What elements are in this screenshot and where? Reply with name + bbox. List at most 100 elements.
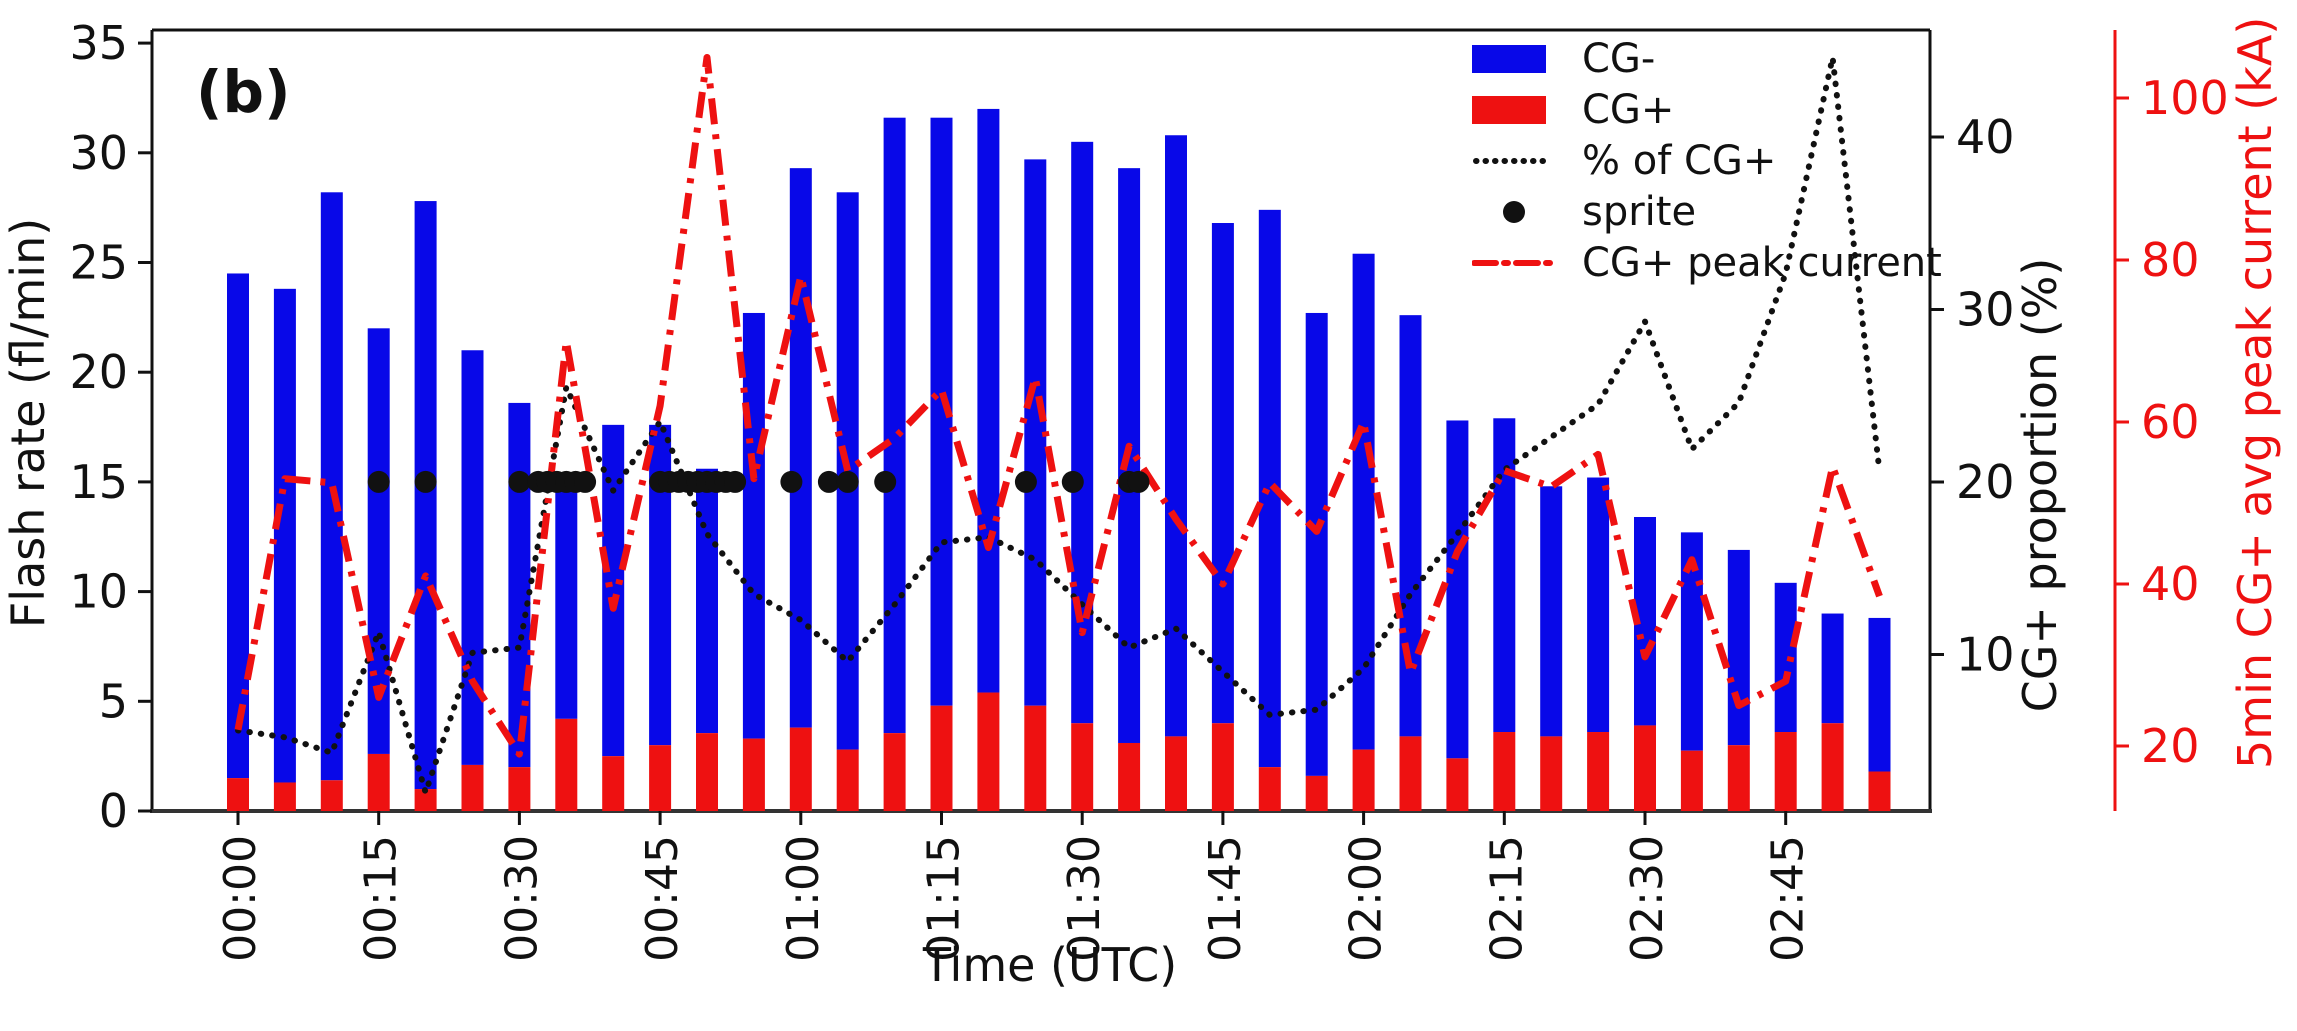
cg-plus-peak-current-line: [234, 54, 1883, 758]
x-tick-label: 01:45: [1200, 835, 1251, 962]
sprite-dot: [1061, 470, 1084, 493]
legend: CG- CG+ % of CG+ sprite CG+ peak current: [1472, 36, 1942, 286]
bar-cg-plus: [555, 718, 578, 811]
cg-plus-swatch-icon: [1472, 91, 1556, 129]
sprite-dot: [1127, 470, 1150, 493]
bar-cg-minus: [1165, 135, 1187, 737]
bar-cg-plus: [977, 692, 1000, 811]
left-tick-label: 0: [99, 784, 128, 838]
bar-cg-minus: [977, 108, 1000, 693]
bar-cg-plus: [602, 756, 625, 811]
bar-cg-plus: [1587, 732, 1610, 811]
left-tick-label: 15: [69, 455, 128, 509]
legend-label: CG+ peak current: [1582, 240, 1942, 286]
sprite-dot: [367, 470, 390, 493]
legend-item-cg-plus: CG+: [1472, 87, 1942, 133]
red-tick-label: 40: [2141, 557, 2200, 611]
bar-cg-plus: [696, 733, 718, 811]
bar-cg-minus: [1774, 582, 1797, 733]
bar-cg-minus: [273, 288, 296, 783]
left-tick-label: 30: [69, 126, 128, 180]
bar-cg-plus: [1071, 723, 1094, 811]
bar-cg-minus: [1821, 613, 1844, 724]
panel-label: (b): [196, 58, 291, 126]
cg-minus-swatch-icon: [1472, 40, 1556, 78]
bar-cg-plus: [883, 733, 906, 811]
bar-cg-minus: [461, 350, 484, 765]
bar-cg-plus: [1868, 771, 1891, 811]
bar-cg-plus: [508, 767, 531, 811]
bar-cg-minus: [1446, 420, 1469, 759]
red-tick-label: 60: [2141, 395, 2200, 449]
y-axis-label-left: Flash rate (fl/min): [1, 217, 55, 629]
bar-cg-minus: [1634, 517, 1656, 726]
legend-item-cg-minus: CG-: [1472, 36, 1942, 82]
bar-cg-plus: [1493, 732, 1516, 811]
bar-cg-minus: [320, 192, 343, 781]
legend-label: CG+: [1582, 87, 1675, 133]
bar-cg-plus: [227, 778, 249, 811]
bar-cg-plus: [836, 749, 859, 811]
legend-item-pct-cg-plus: % of CG+: [1472, 138, 1942, 184]
bar-cg-minus: [1399, 315, 1422, 737]
bar-cg-plus: [320, 780, 343, 811]
bar-cg-minus: [883, 117, 906, 734]
bar-cg-plus: [649, 745, 672, 811]
bar-cg-plus: [1024, 705, 1047, 811]
x-tick-label: 00:00: [215, 835, 266, 962]
legend-item-sprite: sprite: [1472, 189, 1942, 235]
bar-cg-minus: [602, 424, 625, 757]
bar-cg-minus: [1024, 159, 1047, 706]
bar-cg-plus: [930, 705, 953, 811]
bar-cg-minus: [1727, 549, 1750, 746]
bar-cg-minus: [789, 168, 812, 728]
right-black-tick-label: 20: [1956, 455, 2015, 509]
bar-cg-minus: [1071, 141, 1094, 724]
pct-cg-plus-line: [235, 54, 1883, 796]
bar-cg-minus: [1868, 617, 1891, 772]
dotted-line-icon: [1472, 142, 1556, 180]
sprite-dot: [836, 470, 859, 493]
y-axis-label-right-red: 5min CG+ avg peak current (kA): [2228, 16, 2282, 769]
red-tick-label: 100: [2141, 71, 2229, 125]
bar-cg-plus: [273, 782, 296, 811]
bar-cg-minus: [1493, 418, 1516, 733]
bar-cg-minus: [742, 312, 765, 739]
bar-cg-minus: [1587, 477, 1610, 733]
bar-cg-plus: [461, 764, 484, 811]
dashdot-line-icon: [1472, 244, 1556, 282]
x-tick-label: 02:30: [1622, 835, 1673, 962]
legend-label: sprite: [1582, 189, 1697, 235]
red-tick-label: 20: [2141, 719, 2200, 773]
legend-item-peak-current: CG+ peak current: [1472, 240, 1942, 286]
bar-cg-minus: [1258, 209, 1281, 768]
bar-cg-plus: [1305, 775, 1328, 811]
bar-cg-minus: [414, 201, 437, 790]
bar-cg-plus: [1165, 736, 1187, 811]
right-black-tick-label: 40: [1956, 110, 2015, 164]
bar-cg-plus: [1540, 736, 1563, 811]
bar-cg-plus: [1680, 750, 1703, 811]
left-tick-label: 20: [69, 345, 128, 399]
legend-label: CG-: [1582, 36, 1656, 82]
bar-cg-minus: [1211, 223, 1234, 724]
bar-cg-minus: [696, 468, 718, 734]
sprite-dot: [817, 470, 840, 493]
bar-cg-minus: [930, 117, 953, 706]
bar-cg-minus: [649, 424, 672, 746]
legend-label: % of CG+: [1582, 138, 1777, 184]
bar-cg-minus: [1305, 312, 1328, 776]
bar-cg-plus: [1399, 736, 1422, 811]
bar-cg-minus: [555, 488, 578, 719]
bar-cg-plus: [1446, 758, 1469, 811]
bar-cg-minus: [1680, 532, 1703, 751]
bar-cg-plus: [1774, 732, 1797, 811]
bar-cg-plus: [789, 727, 812, 811]
sprite-dot: [574, 470, 597, 493]
right-black-tick-label: 10: [1956, 628, 2015, 682]
sprite-dot: [508, 470, 531, 493]
sprite-dot: [414, 470, 437, 493]
bar-cg-plus: [1352, 749, 1375, 811]
left-tick-label: 10: [69, 565, 128, 619]
